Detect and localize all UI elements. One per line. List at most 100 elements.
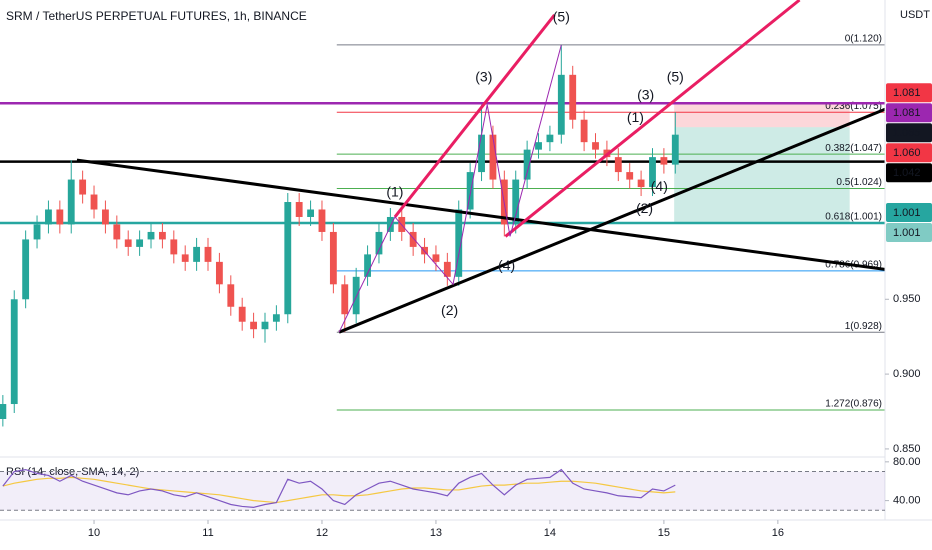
rsi-sma-line [2, 476, 676, 504]
fib-label: 0.382(1.047) [825, 143, 882, 154]
wave-label: (5) [667, 69, 684, 85]
candle-body [56, 209, 64, 225]
candle-body [204, 246, 212, 262]
price-tag [886, 222, 932, 242]
wave-label: (3) [637, 86, 654, 102]
currency: USDT [900, 9, 930, 21]
candle-body [364, 254, 371, 277]
candle-body [649, 157, 656, 188]
stop-zone [674, 103, 850, 128]
candle-body [170, 239, 178, 255]
candle-body [386, 216, 394, 232]
price-tag-label: 1.065 [893, 127, 921, 139]
price-tag [886, 163, 932, 183]
price-tag-label: 1.081 [893, 87, 921, 99]
candle-body [375, 231, 383, 255]
candle-body [432, 254, 440, 262]
candle-body [136, 239, 144, 247]
candle-body [113, 224, 121, 240]
candle-body [637, 179, 645, 188]
wave-label: (3) [475, 69, 492, 85]
y-tick-label: 0.950 [893, 293, 921, 305]
candle-body [147, 231, 155, 240]
price-tag [886, 143, 932, 163]
candle-body [295, 202, 303, 217]
x-tick-label: 15 [658, 527, 670, 539]
candle-body [79, 179, 87, 195]
x-tick-label: 11 [202, 527, 213, 539]
candle-body [284, 202, 292, 315]
price-pane: 0(1.120) 0.236(1.075) 0.382(1.047) 0.5(1.02… [0, 0, 885, 427]
candle-body [671, 134, 679, 165]
trend-line [338, 107, 885, 334]
wave-label: (4) [498, 257, 515, 273]
rsi-tick-label: 80.00 [893, 456, 921, 468]
fib-label: 1(0.928) [845, 321, 882, 332]
candle-body [352, 276, 360, 315]
wave-label: (5) [553, 9, 570, 25]
candle-body [215, 261, 223, 285]
candle-body [33, 224, 41, 240]
fib-label: 0(1.120) [845, 34, 882, 45]
fib-label: 0.618(1.001) [825, 212, 882, 223]
price-tag-label: 1.042 [893, 167, 921, 179]
candle-body [523, 149, 531, 180]
candle-body [569, 74, 577, 120]
candle-body [318, 209, 326, 232]
candle-body [546, 134, 554, 143]
rsi-line [2, 468, 676, 509]
target-zone [674, 127, 850, 223]
candle-body [614, 157, 622, 173]
candle-body [341, 284, 349, 315]
fib-label: 0.236(1.075) [825, 101, 882, 112]
price-tag-label: 1.081 [893, 107, 921, 119]
candle-body [158, 231, 166, 240]
wave-label: (2) [441, 302, 458, 318]
candle-body [0, 404, 7, 419]
candle-body [489, 134, 497, 180]
candle-body [238, 306, 246, 322]
price-tag-label: 1.001 [893, 227, 921, 239]
candle-body [660, 157, 668, 165]
y-tick-label: 0.850 [893, 443, 921, 455]
candle-body [250, 321, 258, 330]
candle-body [124, 239, 132, 247]
candle-body [409, 231, 417, 247]
candle-body [626, 172, 634, 180]
candle-body [307, 209, 314, 217]
wave-label: (4) [651, 178, 668, 194]
x-tick-label: 14 [544, 527, 556, 539]
candle-body [261, 321, 269, 330]
rsi-tick-label: 40.00 [893, 495, 921, 507]
price-tag-label: 1.060 [893, 147, 921, 159]
price-tag [886, 202, 932, 222]
wave-label: (2) [636, 200, 653, 216]
candle-body [272, 314, 280, 322]
x-tick-label: 12 [316, 527, 328, 539]
candle-body [535, 142, 542, 150]
candle-body [466, 172, 474, 210]
y-tick-label: 0.900 [893, 368, 921, 380]
x-tick-label: 10 [88, 527, 100, 539]
rsi-band [0, 471, 885, 511]
candle-body [455, 209, 463, 277]
wave-label: (1) [627, 109, 644, 125]
candle-body [580, 119, 588, 143]
chart-title: SRM / TetherUS PERPETUAL FUTURES, 1h, BI… [6, 9, 307, 23]
candle-body [478, 134, 485, 173]
price-tag [886, 123, 932, 143]
price-tag [886, 103, 932, 123]
plot: 0(1.120) 0.236(1.075) 0.382(1.047) 0.5(1.02… [0, 0, 885, 427]
candle-body [102, 209, 109, 225]
x-tick-label: 16 [772, 527, 784, 539]
candle-body [512, 179, 520, 225]
fib-label: 0.5(1.024) [836, 177, 882, 188]
trend-line [76, 158, 885, 271]
candle-body [443, 261, 451, 277]
candle-body [45, 209, 52, 225]
candle-body [227, 284, 235, 307]
candle-body [67, 179, 75, 225]
trend-line [504, 0, 801, 238]
